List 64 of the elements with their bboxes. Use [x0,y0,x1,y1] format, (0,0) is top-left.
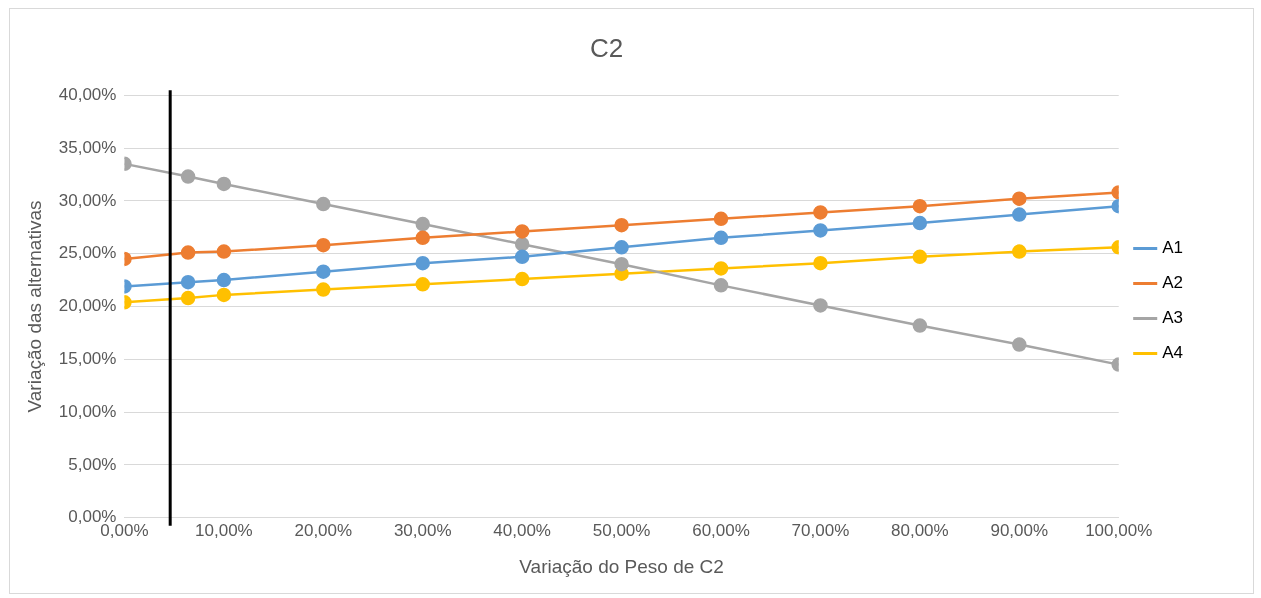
x-tick-label: 100,00% [1085,520,1153,540]
x-tick-label: 10,00% [195,520,253,540]
legend-label: A2 [1162,273,1183,293]
x-tick-label: 50,00% [592,520,651,540]
legend-label: A4 [1162,343,1183,363]
point [813,205,828,220]
point [514,236,530,252]
point [180,169,196,184]
point [912,215,928,231]
point [415,216,430,232]
point [216,272,232,288]
point [713,211,729,227]
x-tick-label: 70,00% [791,520,850,540]
point [713,278,729,293]
x-tick-label: 20,00% [294,520,353,540]
y-tick-label: 15,00% [58,349,117,369]
point [415,277,430,292]
x-tick-label: 40,00% [493,520,551,540]
point [713,261,729,276]
y-tick-label: 35,00% [58,137,117,157]
y-tick-label: 20,00% [58,296,117,316]
point [415,255,430,271]
chart-title: C2 [589,32,624,63]
point [216,244,232,259]
point [813,255,828,271]
y-tick-label: 30,00% [58,190,117,210]
point [912,249,928,265]
x-tick-label: 90,00% [990,520,1049,540]
point [514,224,530,239]
y-tick-label: 10,00% [58,401,117,421]
point [614,217,629,233]
point [1012,207,1027,222]
point [1012,191,1027,206]
y-axis-title: Variação das alternativas [23,200,45,413]
point [216,287,232,303]
point [180,245,196,260]
point [514,271,530,287]
x-axis-title: Variação do Peso de C2 [519,555,724,577]
y-tick-label: 5,00% [68,454,117,474]
point [316,237,331,253]
point [912,198,928,214]
point [813,298,828,313]
point [316,282,331,297]
point [180,290,196,306]
point [415,230,430,246]
point [713,230,729,246]
x-tick-label: 60,00% [692,520,750,540]
x-tick-label: 30,00% [393,520,452,540]
point [316,196,331,212]
y-tick-label: 40,00% [58,84,117,104]
y-tick-label: 25,00% [58,243,117,263]
point [316,264,331,279]
point [813,223,828,238]
point [514,249,530,265]
legend-label: A1 [1162,238,1183,258]
point [1012,244,1027,259]
point [1012,337,1027,352]
point [614,240,629,255]
point [216,176,232,192]
point [614,256,629,272]
point [180,274,196,290]
x-tick-label: 80,00% [891,520,949,540]
legend-label: A3 [1162,308,1183,328]
point [912,318,928,333]
